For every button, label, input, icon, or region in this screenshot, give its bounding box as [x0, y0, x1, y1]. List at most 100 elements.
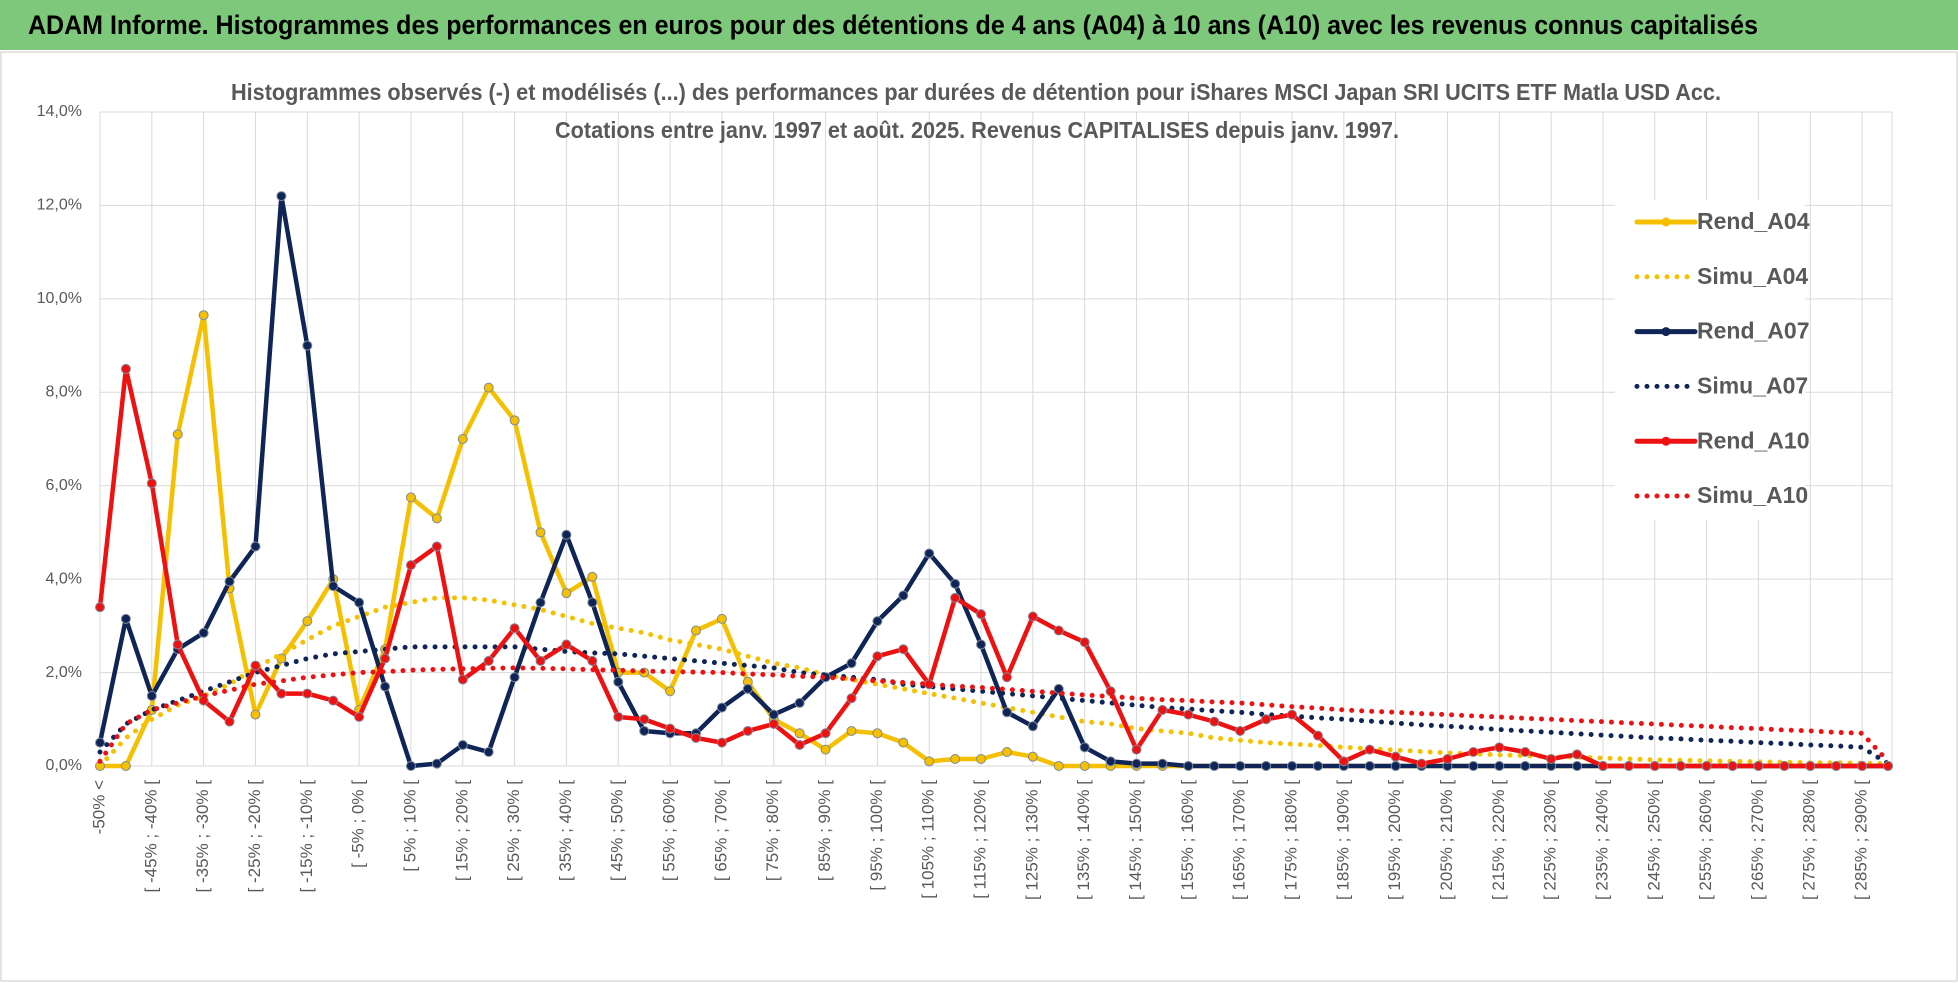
- data-point: [1727, 761, 1738, 771]
- data-point: [587, 655, 598, 666]
- data-point: [405, 560, 416, 571]
- data-point: [1001, 746, 1012, 757]
- legend: Rend_A04 Simu_A04 Rend_A07 Simu_A07 Rend_A10…: [1615, 200, 1810, 520]
- x-tick-label: [ 185% ; 190% [: [1333, 780, 1352, 900]
- data-point: [509, 623, 520, 634]
- data-point: [1572, 761, 1583, 771]
- x-tick-label: [ 225% ; 230% [: [1541, 780, 1560, 900]
- x-tick-label: [ 205% ; 210% [: [1437, 780, 1456, 900]
- data-point: [1468, 761, 1479, 771]
- data-point: [95, 737, 105, 748]
- data-point: [1235, 761, 1246, 771]
- model-line: [97, 665, 1891, 764]
- data-point: [1520, 761, 1531, 771]
- legend-label: Rend_A07: [1697, 318, 1809, 344]
- x-tick-label: [ -15% ; -10% [: [297, 780, 316, 893]
- x-tick-label: [ 15% ; 20% [: [452, 780, 471, 881]
- data-point: [1261, 714, 1272, 725]
- data-point: [120, 761, 131, 771]
- data-point: [1209, 761, 1220, 771]
- data-point: [1027, 721, 1038, 732]
- data-point: [846, 658, 857, 669]
- data-point: [872, 728, 883, 739]
- data-point: [742, 725, 753, 736]
- data-point: [250, 709, 261, 720]
- data-point: [380, 681, 391, 692]
- x-tick-label: [ 245% ; 250% [: [1644, 780, 1663, 900]
- data-point: [976, 639, 987, 650]
- data-point: [1105, 686, 1116, 697]
- data-point: [354, 711, 365, 722]
- legend-label: Simu_A07: [1697, 372, 1808, 398]
- data-point: [950, 753, 961, 764]
- data-point: [172, 429, 183, 440]
- data-point: [820, 728, 831, 739]
- legend-marker: [1661, 327, 1671, 337]
- x-tick-label: [ 135% ; 140% [: [1074, 780, 1093, 900]
- data-point: [302, 688, 313, 699]
- data-point: [1157, 704, 1168, 715]
- data-point: [665, 686, 676, 697]
- data-point: [250, 541, 261, 552]
- data-point: [95, 602, 105, 613]
- data-point: [561, 588, 572, 599]
- y-tick-label: 4,0%: [46, 570, 82, 587]
- data-point: [483, 382, 494, 393]
- legend-label: Simu_A04: [1697, 263, 1808, 289]
- data-point: [1494, 742, 1505, 753]
- data-point: [898, 644, 909, 655]
- x-tick-label: [ 265% ; 270% [: [1748, 780, 1767, 900]
- y-tick-label: 2,0%: [46, 664, 82, 681]
- x-tick-label: [ 105% ; 110% [: [919, 780, 938, 899]
- data-point: [380, 653, 391, 664]
- data-point: [950, 578, 961, 589]
- data-point: [146, 690, 157, 701]
- legend-label: Rend_A04: [1697, 208, 1810, 234]
- x-tick-label: [ 215% ; 220% [: [1489, 780, 1508, 900]
- data-point: [716, 702, 727, 713]
- data-point: [1572, 749, 1583, 760]
- data-point: [1675, 761, 1686, 771]
- data-point: [1390, 751, 1401, 762]
- data-point: [950, 592, 961, 603]
- data-point: [276, 191, 287, 202]
- x-tick-label: [ 275% ; 280% [: [1800, 780, 1819, 900]
- y-tick-label: 8,0%: [46, 384, 82, 401]
- data-point: [1183, 709, 1194, 720]
- data-point: [561, 529, 572, 540]
- data-point: [120, 363, 131, 374]
- data-point: [1520, 746, 1531, 757]
- data-point: [872, 616, 883, 627]
- legend-label: Simu_A10: [1697, 482, 1808, 508]
- y-tick-label: 0,0%: [46, 757, 82, 774]
- data-point: [1131, 758, 1142, 769]
- data-point: [639, 725, 650, 736]
- data-point: [639, 714, 650, 725]
- data-point: [431, 758, 442, 769]
- data-point: [768, 709, 779, 720]
- y-tick-label: 12,0%: [37, 197, 82, 214]
- data-point: [898, 737, 909, 748]
- data-point: [613, 676, 624, 687]
- x-tick-label: [ 125% ; 130% [: [1022, 780, 1041, 900]
- data-point: [1053, 761, 1064, 771]
- data-point: [1701, 761, 1712, 771]
- data-point: [1597, 761, 1608, 771]
- data-point: [1390, 761, 1401, 771]
- x-tick-label: [ -45% ; -40% [: [141, 780, 160, 893]
- data-point: [1494, 761, 1505, 771]
- data-point: [328, 695, 339, 706]
- data-point: [898, 590, 909, 601]
- data-point: [405, 492, 416, 503]
- data-point: [1287, 709, 1297, 720]
- data-point: [768, 718, 779, 729]
- data-point: [587, 597, 598, 608]
- y-tick-label: 10,0%: [37, 290, 82, 307]
- header-title: ADAM Informe. Histogrammes des performan…: [28, 10, 1758, 40]
- data-point: [716, 737, 727, 748]
- data-point: [1027, 611, 1038, 622]
- legend-label: Rend_A10: [1697, 427, 1809, 453]
- x-tick-label: [ -5% ; 0% [: [349, 780, 368, 868]
- data-point: [431, 513, 442, 524]
